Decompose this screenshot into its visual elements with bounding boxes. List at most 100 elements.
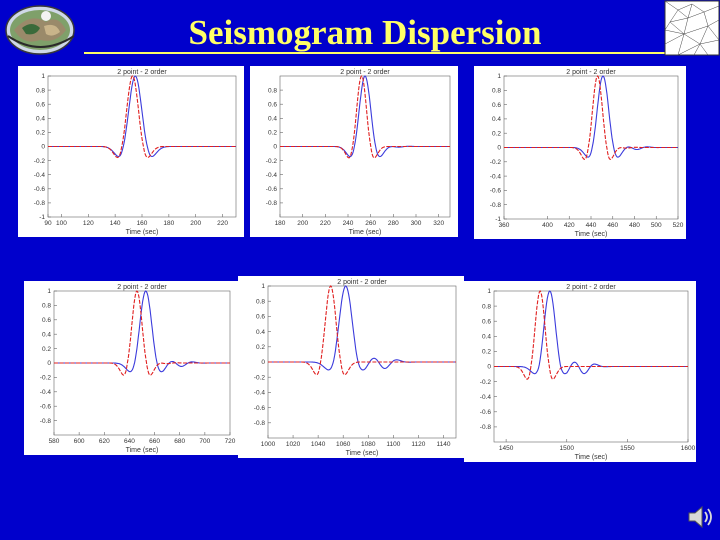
x-tick-label: 180 [275, 220, 286, 227]
x-tick-label: 240 [343, 220, 354, 227]
x-tick-label: 600 [74, 438, 85, 445]
y-tick-label: 0.2 [256, 344, 265, 351]
series-line-red [494, 290, 688, 380]
x-tick-label: 1600 [681, 445, 696, 452]
y-tick-label: 0 [41, 144, 45, 151]
y-tick-label: 0.6 [268, 101, 277, 108]
chart-panel-4: 2 point - 2 order 1 0.8 0.6 0.4 0.2 0 -0.2 -0.4 -… [24, 281, 238, 455]
x-tick-label: 180 [163, 220, 174, 227]
y-tick-label: -0.4 [266, 172, 278, 179]
speaker-icon[interactable] [686, 502, 716, 532]
y-tick-label: 0.4 [36, 116, 45, 123]
y-tick-label: 0.8 [492, 88, 501, 95]
x-tick-label: 220 [217, 220, 228, 227]
series-line-blue [504, 75, 678, 158]
x-tick-label: 400 [542, 222, 553, 229]
y-tick-label: 0.6 [42, 317, 51, 324]
globe-logo-icon [0, 0, 82, 60]
y-tick-label: -0.6 [266, 186, 278, 193]
y-tick-label: 1 [41, 73, 45, 80]
x-tick-label: 680 [174, 438, 185, 445]
y-tick-label: 0 [497, 145, 501, 152]
y-tick-label: 0.2 [42, 346, 51, 353]
series-line-blue [494, 290, 688, 375]
chart-panel-2: 2 point - 2 order 0.8 0.6 0.4 0.2 0 -0.2 -0.4 -0… [250, 66, 458, 237]
triangle-mesh-icon [664, 0, 720, 56]
y-tick-label: -0.6 [490, 188, 502, 195]
x-tick-label: 520 [673, 222, 684, 229]
x-axis-label: Time (sec) [349, 229, 382, 236]
y-tick-label: 1 [487, 288, 491, 295]
y-tick-label: -0.6 [480, 409, 492, 416]
series-line-red [504, 75, 678, 160]
y-tick-label: 0.2 [268, 130, 277, 137]
y-tick-label: 0.4 [42, 331, 51, 338]
x-tick-label: 100 [56, 220, 67, 227]
x-tick-label: 360 [499, 222, 510, 229]
y-tick-label: -0.2 [40, 375, 52, 382]
x-tick-label: 500 [651, 222, 662, 229]
series-line-red [54, 290, 230, 376]
y-tick-label: -0.2 [490, 159, 502, 166]
x-tick-label: 1060 [336, 441, 351, 448]
y-tick-label: 0.4 [256, 329, 265, 336]
y-tick-label: -0.8 [480, 424, 492, 431]
y-tick-label: 0.6 [492, 102, 501, 109]
y-tick-label: -0.2 [480, 379, 492, 386]
y-tick-label: 0.4 [482, 334, 491, 341]
x-tick-label: 1140 [436, 441, 450, 448]
y-tick-label: 1 [497, 73, 501, 80]
x-tick-label: 300 [411, 220, 422, 227]
x-tick-label: 620 [99, 438, 110, 445]
y-tick-label: -0.6 [40, 403, 52, 410]
y-tick-label: 0 [273, 144, 277, 151]
x-tick-label: 1080 [361, 441, 376, 448]
seismogram-chart: 2 point - 2 order 1 0.8 0.6 0.4 0.2 0 -0.2 -0.4 -… [254, 279, 457, 457]
series-line-red [268, 285, 456, 376]
y-tick-label: -0.4 [480, 394, 492, 401]
x-tick-label: 480 [629, 222, 640, 229]
series-line-blue [280, 75, 450, 158]
x-tick-label: 280 [388, 220, 399, 227]
seismogram-chart: 2 point - 2 order 1 0.8 0.6 0.4 0.2 0 -0.2 -0.4 -… [40, 284, 236, 454]
y-tick-label: 0.4 [268, 116, 277, 123]
x-axis-label: Time (sec) [346, 450, 379, 457]
x-tick-label: 660 [149, 438, 160, 445]
x-tick-label: 1100 [386, 441, 400, 448]
x-tick-label: 460 [607, 222, 618, 229]
seismogram-chart: 2 point - 2 order 0.8 0.6 0.4 0.2 0 -0.2 -0.4 -0… [266, 69, 451, 236]
chart-title: 2 point - 2 order [117, 69, 167, 76]
x-tick-label: 1500 [560, 445, 575, 452]
x-tick-label: 320 [433, 220, 444, 227]
y-tick-label: 0.2 [492, 130, 501, 137]
y-tick-label: 0.2 [482, 349, 491, 356]
y-tick-label: 1 [261, 283, 265, 290]
x-tick-label: 1450 [499, 445, 514, 452]
x-tick-label: 200 [297, 220, 308, 227]
y-tick-label: -0.8 [40, 418, 52, 425]
x-tick-label: 440 [586, 222, 597, 229]
title-underline [84, 52, 668, 54]
x-tick-label: 1020 [286, 441, 301, 448]
y-tick-label: -1 [39, 214, 45, 221]
chart-title: 2 point - 2 order [337, 279, 387, 286]
chart-panel-3: 2 point - 2 order 1 0.8 0.6 0.4 0.2 0 -0.2 -0.4 -… [474, 66, 686, 239]
seismogram-chart: 2 point - 2 order 1 0.8 0.6 0.4 0.2 0 -0.2 -0.4 -… [490, 69, 684, 238]
x-tick-label: 140 [110, 220, 121, 227]
y-tick-label: -0.8 [254, 420, 266, 427]
series-line-red [48, 75, 236, 159]
y-tick-label: -0.6 [34, 186, 46, 193]
y-tick-label: 0.8 [36, 87, 45, 94]
x-tick-label: 700 [199, 438, 210, 445]
y-tick-label: 0 [261, 359, 265, 366]
chart-title: 2 point - 2 order [566, 284, 616, 291]
x-tick-label: 200 [190, 220, 201, 227]
x-tick-label: 1040 [311, 441, 326, 448]
x-axis-label: Time (sec) [575, 454, 608, 461]
y-tick-label: -0.8 [490, 202, 502, 209]
y-tick-label: 0.8 [268, 87, 277, 94]
y-tick-label: -0.8 [34, 200, 46, 207]
y-tick-label: -0.4 [34, 172, 46, 179]
x-axis-label: Time (sec) [126, 229, 159, 236]
chart-panel-1: 2 point - 2 order 1 0.8 0.6 0.4 0.2 0 -0.2 -0.4 -… [18, 66, 244, 237]
